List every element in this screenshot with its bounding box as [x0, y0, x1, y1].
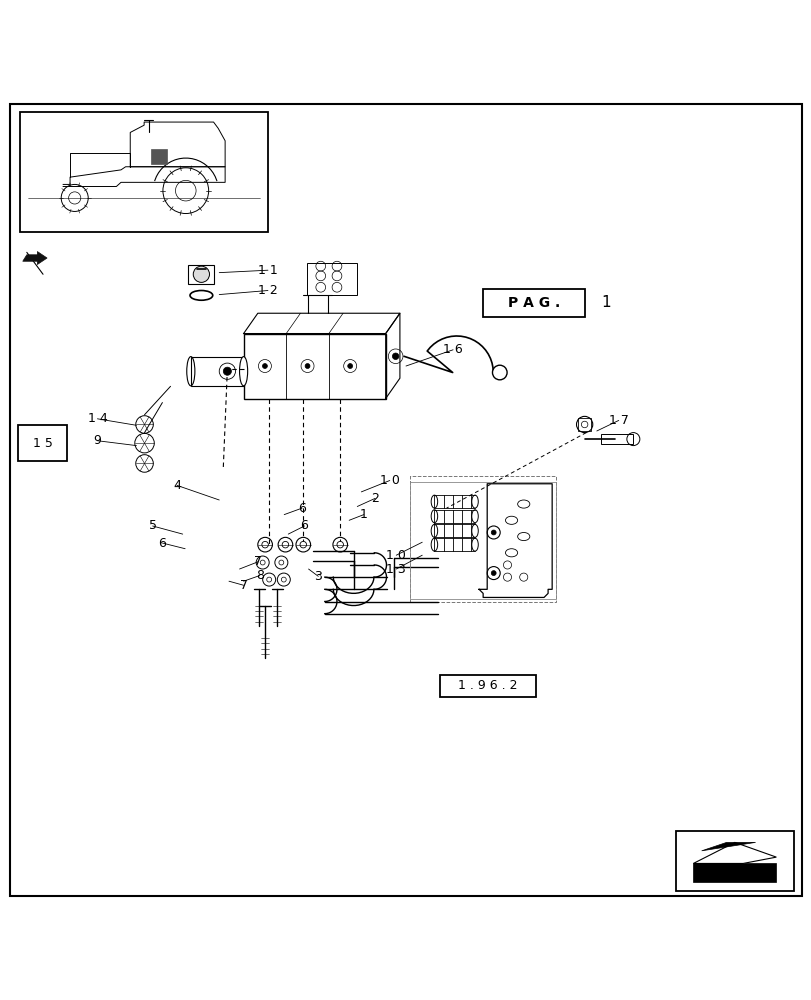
- Text: P A G .: P A G .: [507, 296, 560, 310]
- Text: 1 1: 1 1: [258, 264, 277, 277]
- Text: 1: 1: [359, 508, 367, 521]
- Text: 1 6: 1 6: [443, 343, 462, 356]
- Text: 1 5: 1 5: [32, 437, 53, 450]
- Text: 9: 9: [93, 434, 101, 447]
- Polygon shape: [693, 842, 775, 863]
- Polygon shape: [151, 149, 167, 164]
- Circle shape: [491, 530, 496, 535]
- Circle shape: [281, 577, 285, 582]
- Text: 6: 6: [300, 519, 308, 532]
- Circle shape: [300, 541, 307, 548]
- Circle shape: [266, 577, 271, 582]
- Circle shape: [261, 541, 268, 548]
- Circle shape: [347, 364, 352, 368]
- Circle shape: [193, 266, 209, 282]
- Text: 8: 8: [255, 569, 264, 582]
- Text: 1 4: 1 4: [88, 412, 107, 425]
- Text: 3: 3: [314, 570, 322, 583]
- Text: 7: 7: [254, 555, 262, 568]
- Circle shape: [392, 353, 398, 360]
- Text: 5: 5: [148, 519, 157, 532]
- Text: 1: 1: [600, 295, 610, 310]
- Text: 1 2: 1 2: [258, 284, 277, 297]
- Text: 1 . 9 6 . 2: 1 . 9 6 . 2: [457, 679, 517, 692]
- Circle shape: [262, 364, 267, 368]
- Circle shape: [337, 541, 343, 548]
- Circle shape: [282, 541, 289, 548]
- Text: 2: 2: [371, 492, 379, 505]
- Polygon shape: [701, 842, 755, 851]
- Ellipse shape: [239, 357, 247, 386]
- Circle shape: [223, 367, 231, 375]
- Text: 6: 6: [158, 537, 166, 550]
- Polygon shape: [693, 863, 775, 882]
- Circle shape: [279, 560, 284, 565]
- Text: 1 0: 1 0: [386, 549, 406, 562]
- Text: 1 3: 1 3: [386, 563, 406, 576]
- Circle shape: [491, 571, 496, 576]
- Circle shape: [491, 365, 506, 380]
- Text: 4: 4: [173, 479, 181, 492]
- Polygon shape: [23, 255, 41, 261]
- Text: 1 7: 1 7: [608, 414, 628, 427]
- Circle shape: [260, 560, 264, 565]
- Text: 7: 7: [239, 579, 247, 592]
- Text: 1 0: 1 0: [380, 474, 399, 487]
- Polygon shape: [37, 252, 47, 265]
- Text: 6: 6: [298, 502, 306, 515]
- Circle shape: [305, 364, 310, 368]
